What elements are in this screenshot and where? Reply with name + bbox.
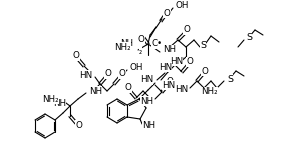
Text: HN: HN	[140, 75, 153, 84]
Text: S: S	[200, 41, 206, 50]
Text: HN: HN	[79, 71, 92, 80]
Text: HN: HN	[175, 85, 188, 94]
Text: NH: NH	[120, 39, 133, 48]
Text: NH: NH	[53, 99, 66, 107]
Text: NH₂: NH₂	[114, 42, 131, 51]
Text: O: O	[73, 51, 79, 61]
Text: O: O	[187, 58, 193, 66]
Text: NH₂: NH₂	[201, 88, 218, 96]
Text: O: O	[118, 70, 126, 79]
Text: O: O	[183, 25, 191, 34]
Text: O: O	[138, 35, 144, 44]
Text: OH: OH	[130, 63, 143, 72]
Text: NH: NH	[89, 86, 102, 95]
Text: O: O	[163, 9, 171, 18]
Text: O: O	[202, 66, 208, 75]
Text: O: O	[125, 83, 131, 92]
Text: O: O	[167, 78, 173, 86]
Text: NH: NH	[142, 122, 155, 131]
Text: NH: NH	[140, 96, 153, 105]
Text: HN: HN	[170, 57, 183, 65]
Text: NH₂: NH₂	[42, 94, 59, 103]
Text: HN: HN	[159, 62, 172, 72]
Text: C•: C•	[151, 40, 162, 49]
Text: O: O	[105, 70, 111, 79]
Text: S: S	[227, 74, 233, 83]
Text: HN: HN	[162, 81, 175, 90]
Text: NH: NH	[163, 45, 176, 54]
Text: OH: OH	[176, 1, 190, 10]
Text: ₂: ₂	[139, 47, 142, 56]
Text: O: O	[76, 121, 82, 130]
Text: S: S	[246, 32, 252, 41]
